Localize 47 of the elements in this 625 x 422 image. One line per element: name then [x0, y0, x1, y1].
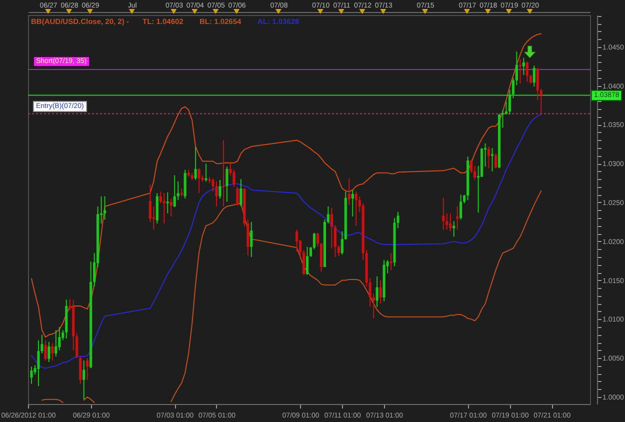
candlestick: [470, 159, 473, 174]
candlestick: [442, 197, 445, 230]
candlestick: [460, 194, 462, 220]
candlestick: [48, 341, 50, 362]
candlestick: [390, 252, 392, 271]
candlestick: [456, 206, 459, 230]
candlestick: [51, 342, 54, 361]
candlestick: [198, 168, 200, 194]
candlestick: [306, 246, 309, 276]
candlestick: [79, 356, 82, 384]
candlestick: [86, 358, 89, 380]
candlestick: [518, 58, 522, 84]
candlestick: [44, 340, 47, 361]
candlestick: [246, 219, 250, 256]
candlestick: [250, 221, 253, 258]
candlestick: [295, 229, 298, 252]
line-series: [30, 114, 542, 369]
candlestick: [82, 360, 86, 400]
candlestick: [166, 192, 169, 214]
candlestick: [379, 280, 382, 304]
candlestick: [240, 178, 242, 207]
candlestick: [194, 146, 197, 180]
candlestick: [494, 152, 498, 169]
candlestick: [526, 61, 528, 82]
candlestick: [532, 65, 536, 88]
candlestick: [215, 180, 218, 207]
candlestick: [226, 166, 228, 202]
candlestick: [522, 57, 525, 76]
candlestick: [54, 330, 58, 358]
candlestick: [162, 192, 166, 224]
candlestick: [30, 366, 33, 384]
candlestick: [449, 212, 452, 232]
candlestick: [351, 190, 354, 217]
candlestick: [218, 179, 222, 200]
candlestick: [184, 169, 186, 200]
candlestick: [376, 276, 378, 308]
candlestick: [173, 174, 176, 208]
candlestick: [170, 198, 172, 217]
line-series: [30, 33, 542, 338]
candlestick: [222, 140, 225, 207]
candlestick: [348, 178, 350, 206]
candlestick: [236, 186, 239, 206]
candlestick: [487, 146, 490, 169]
candlestick: [354, 191, 358, 226]
candlestick: [103, 196, 106, 220]
candlestick: [490, 148, 494, 172]
candlestick: [204, 163, 208, 182]
